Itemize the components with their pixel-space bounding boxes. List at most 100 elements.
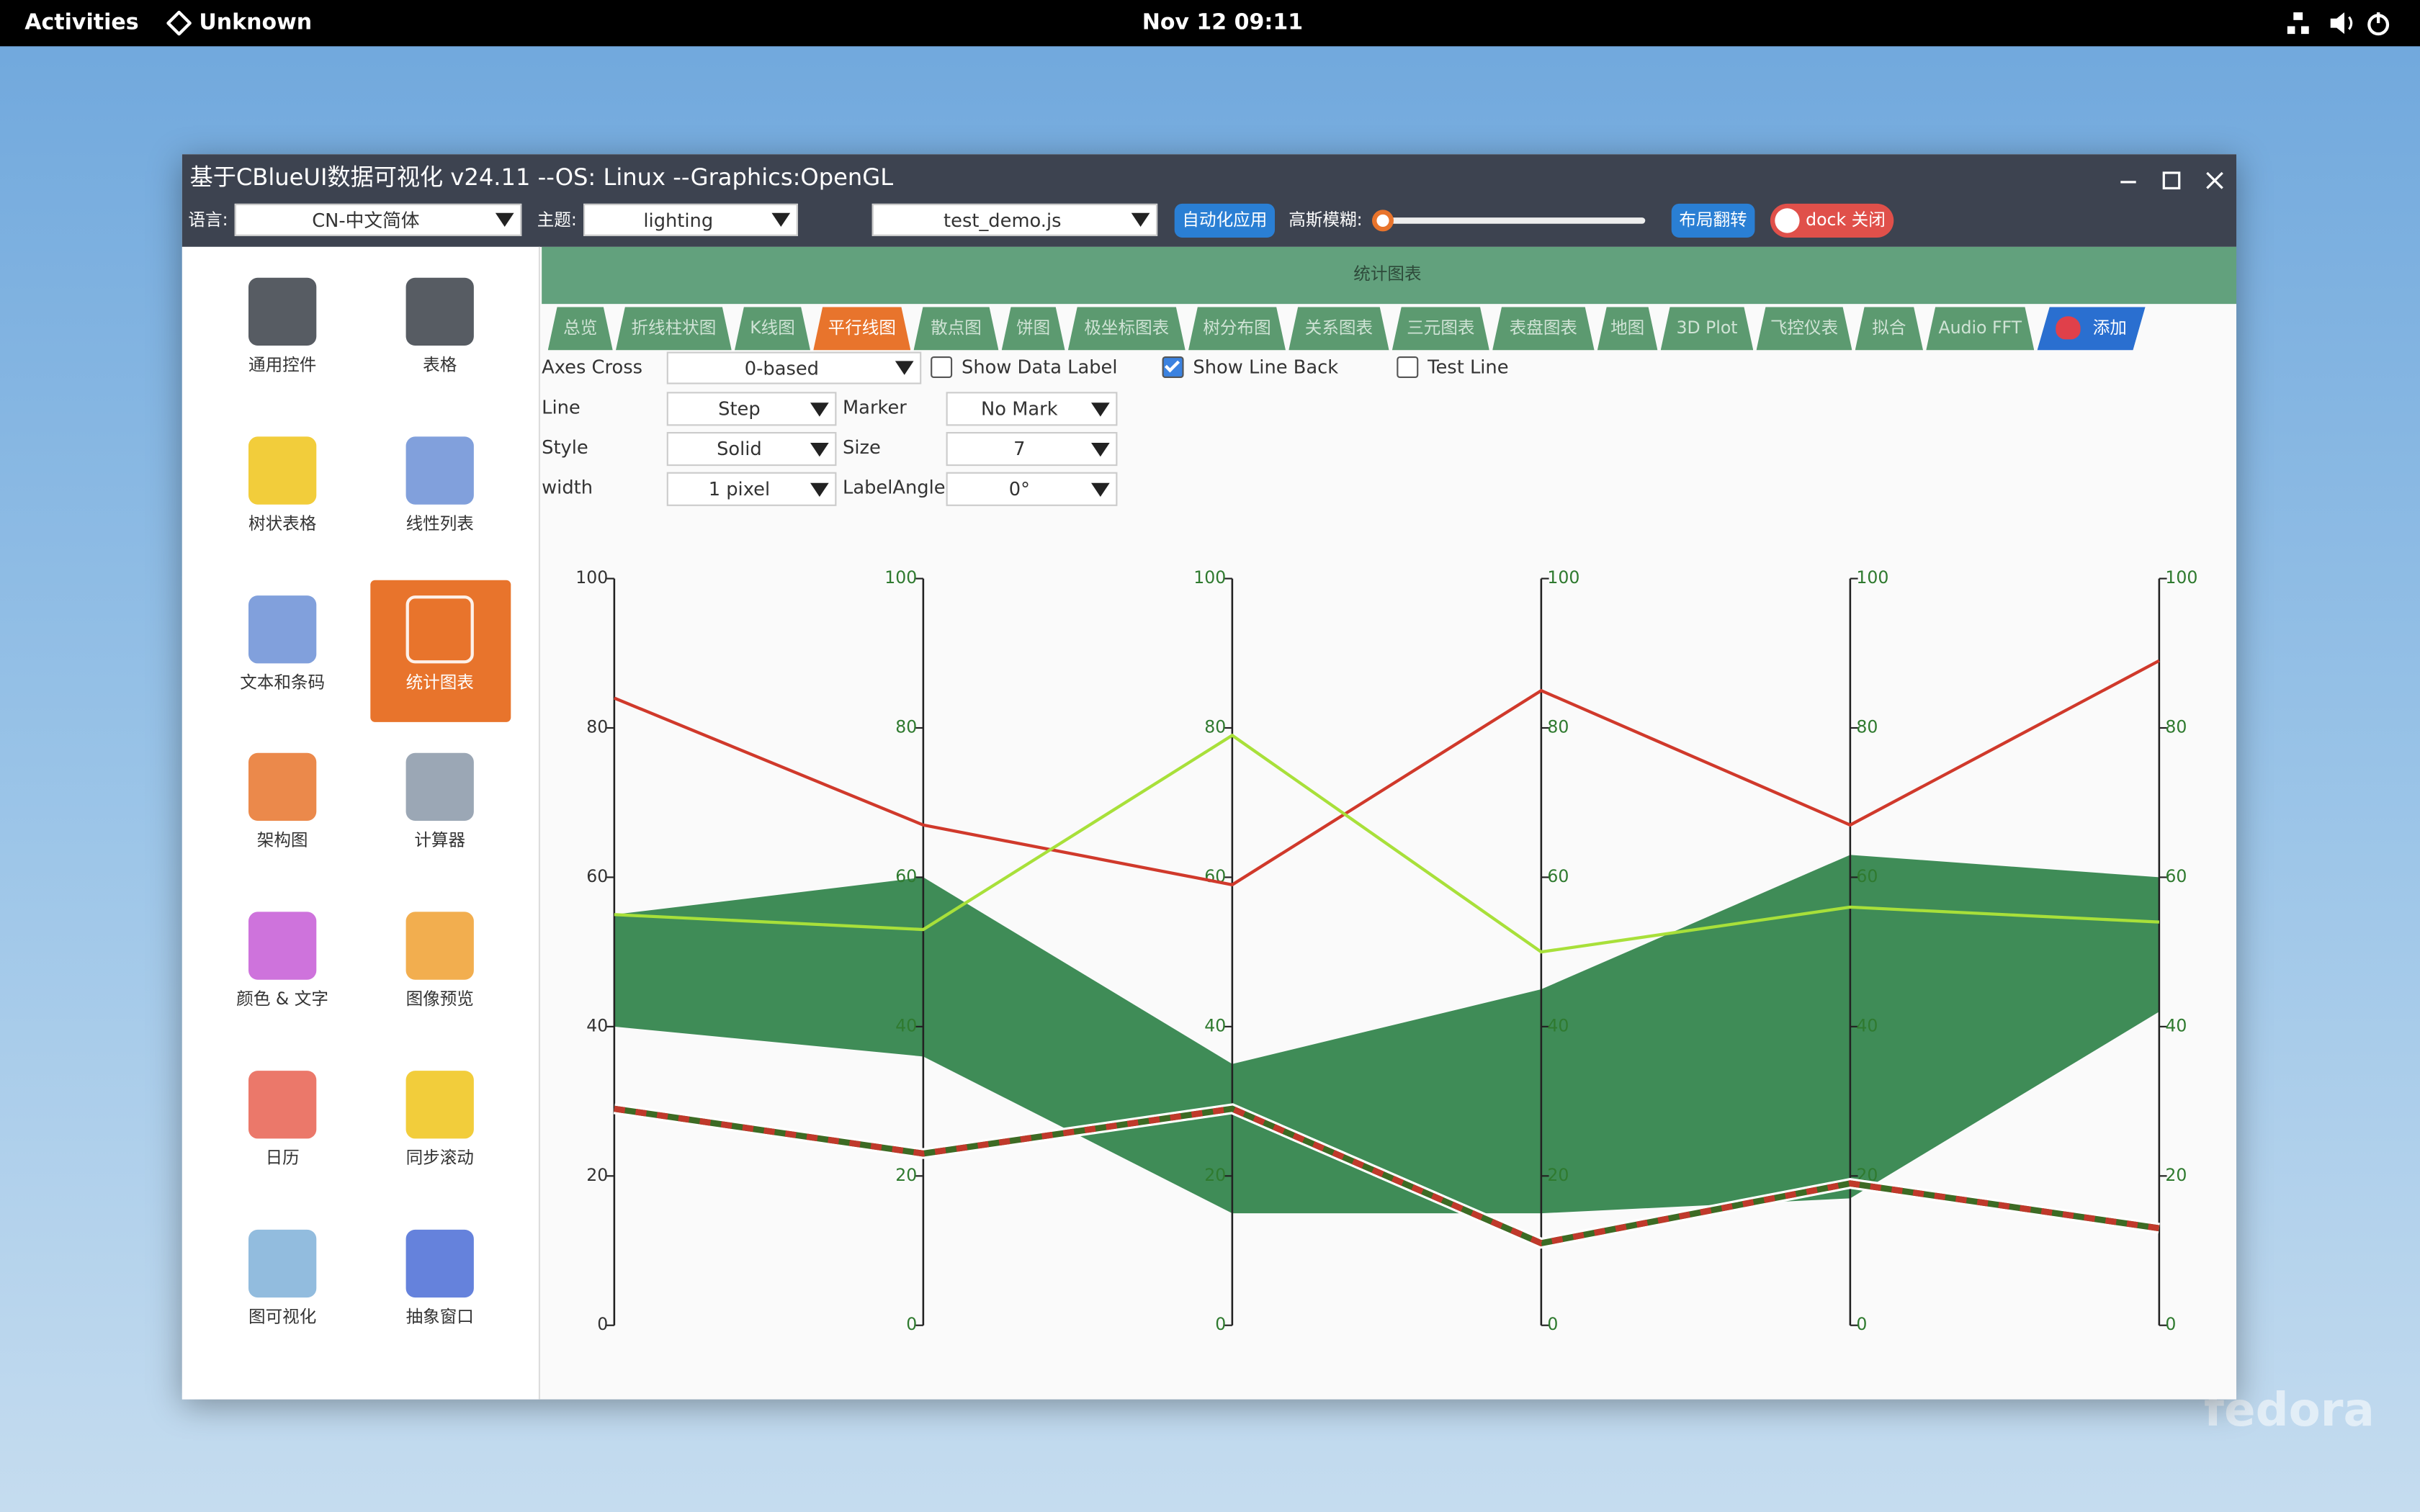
dropdown-arrow [810,402,829,416]
sidebar-label[interactable]: 通用控件 [248,354,317,375]
tab[interactable] [1067,307,1186,351]
tab-label[interactable]: 拟合 [1872,318,1906,338]
tab[interactable] [1392,307,1489,351]
tab-label[interactable]: 表盘图表 [1509,318,1577,338]
sidebar-label[interactable]: 同步滚动 [405,1148,474,1169]
sidebar-icon[interactable] [248,277,317,346]
sidebar-icon[interactable] [405,277,474,346]
tab-label[interactable]: 极坐标图表 [1084,318,1170,338]
button[interactable]: 自动化应用 [1174,203,1275,238]
checkbox-label[interactable]: Show Line Back [1193,356,1339,378]
tab[interactable] [1660,307,1754,351]
clock[interactable]: Nov 12 09:11 [1142,11,1304,36]
sidebar-icon[interactable] [405,595,474,663]
combo-box[interactable] [583,203,798,236]
sidebar-label[interactable]: 计算器 [414,830,466,851]
combo-box[interactable] [871,203,1158,236]
tab-label[interactable]: 总览 [563,318,598,338]
slider-knob[interactable] [1372,210,1394,232]
combo-box[interactable] [666,351,922,384]
sidebar-icon[interactable] [248,753,317,822]
tab-label[interactable]: 三元图表 [1407,318,1475,338]
tab-label[interactable]: K线图 [750,318,795,338]
sidebar-label[interactable]: 文本和条码 [240,672,326,693]
tab[interactable] [1597,307,1658,351]
slider-track[interactable] [1376,217,1646,224]
sidebar-label[interactable]: 树状表格 [248,513,317,534]
sidebar-icon[interactable] [405,912,474,981]
checkbox-label[interactable]: Test Line [1428,356,1509,378]
y-tick-label: 80 [895,716,917,737]
tab[interactable] [1926,307,2035,351]
tab-label[interactable]: 3D Plot [1676,318,1738,338]
sidebar-label[interactable]: 图可视化 [248,1306,317,1327]
combo-box[interactable] [946,392,1118,426]
sidebar-label[interactable]: 表格 [423,354,457,375]
checkbox[interactable] [1397,356,1419,378]
tab-label[interactable]: 树分布图 [1203,318,1271,338]
combo-box[interactable] [234,203,522,236]
combo-text: 0-based [744,357,819,379]
tab-label[interactable]: 飞控仪表 [1770,318,1839,338]
sidebar-label[interactable]: 颜色 & 文字 [236,989,328,1009]
sidebar-icon[interactable] [405,1071,474,1139]
combo-box[interactable] [666,392,837,426]
button[interactable]: 布局翻转 [1671,203,1755,238]
tab[interactable] [1492,307,1595,351]
tab[interactable] [547,307,613,351]
tab-label[interactable]: 折线柱状图 [631,318,717,338]
checkbox[interactable] [1162,356,1184,378]
tab[interactable] [1188,307,1286,351]
dropdown-arrow [1131,212,1150,227]
tab[interactable] [1001,307,1065,351]
sidebar-icon[interactable] [248,1071,317,1139]
tab-label[interactable]: 饼图 [1016,318,1051,338]
sidebar-label[interactable]: 抽象窗口 [405,1306,474,1327]
sidebar-icon[interactable] [248,1229,317,1297]
tab[interactable] [1289,307,1389,351]
combo-box[interactable] [946,472,1118,506]
combo-text: 0° [1008,478,1030,500]
checkbox-label[interactable]: Show Data Label [962,356,1118,378]
dropdown-arrow [1091,482,1110,496]
checkbox[interactable] [931,356,953,378]
tab-label[interactable]: 地图 [1610,318,1645,338]
combo-box[interactable] [666,432,837,467]
app-name[interactable]: Unknown [199,11,313,36]
sidebar-label[interactable]: 架构图 [256,830,308,851]
tab[interactable] [1855,307,1923,351]
tab[interactable] [1756,307,1852,351]
tab-label[interactable]: 关系图表 [1304,318,1373,338]
combo-box[interactable] [946,432,1118,467]
tab[interactable] [616,307,732,351]
y-tick-label: 100 [884,567,917,588]
dropdown-arrow [1091,441,1110,456]
sidebar-label[interactable]: 日历 [265,1148,300,1169]
sidebar-icon[interactable] [405,436,474,505]
sidebar-label[interactable]: 线性列表 [405,513,474,534]
tab-add[interactable] [2037,307,2146,351]
combo-text: No Mark [981,397,1058,420]
top-bar [0,0,2420,47]
tab[interactable] [734,307,810,351]
window-controls[interactable] [2115,166,2226,194]
sidebar-icon[interactable] [248,595,317,663]
option-label: Marker [843,396,907,418]
sidebar-icon[interactable] [248,436,317,505]
tab-label[interactable]: 平行线图 [828,318,896,338]
tab-label[interactable]: 散点图 [931,318,982,338]
tab[interactable] [813,307,911,351]
sidebar-icon[interactable] [248,912,317,981]
activities[interactable]: Activities [24,11,139,36]
tab[interactable] [913,307,999,351]
sidebar-icon[interactable] [405,1229,474,1297]
system-icons[interactable] [2287,9,2405,37]
combo-text: 7 [1013,438,1026,460]
tab-add-label[interactable]: 添加 [2092,318,2127,338]
combo-box[interactable] [666,472,837,506]
sidebar-label[interactable]: 统计图表 [405,672,474,693]
sidebar-icon[interactable] [405,753,474,822]
sidebar-label[interactable]: 图像预览 [405,989,474,1009]
tab-label[interactable]: Audio FFT [1938,318,2022,338]
